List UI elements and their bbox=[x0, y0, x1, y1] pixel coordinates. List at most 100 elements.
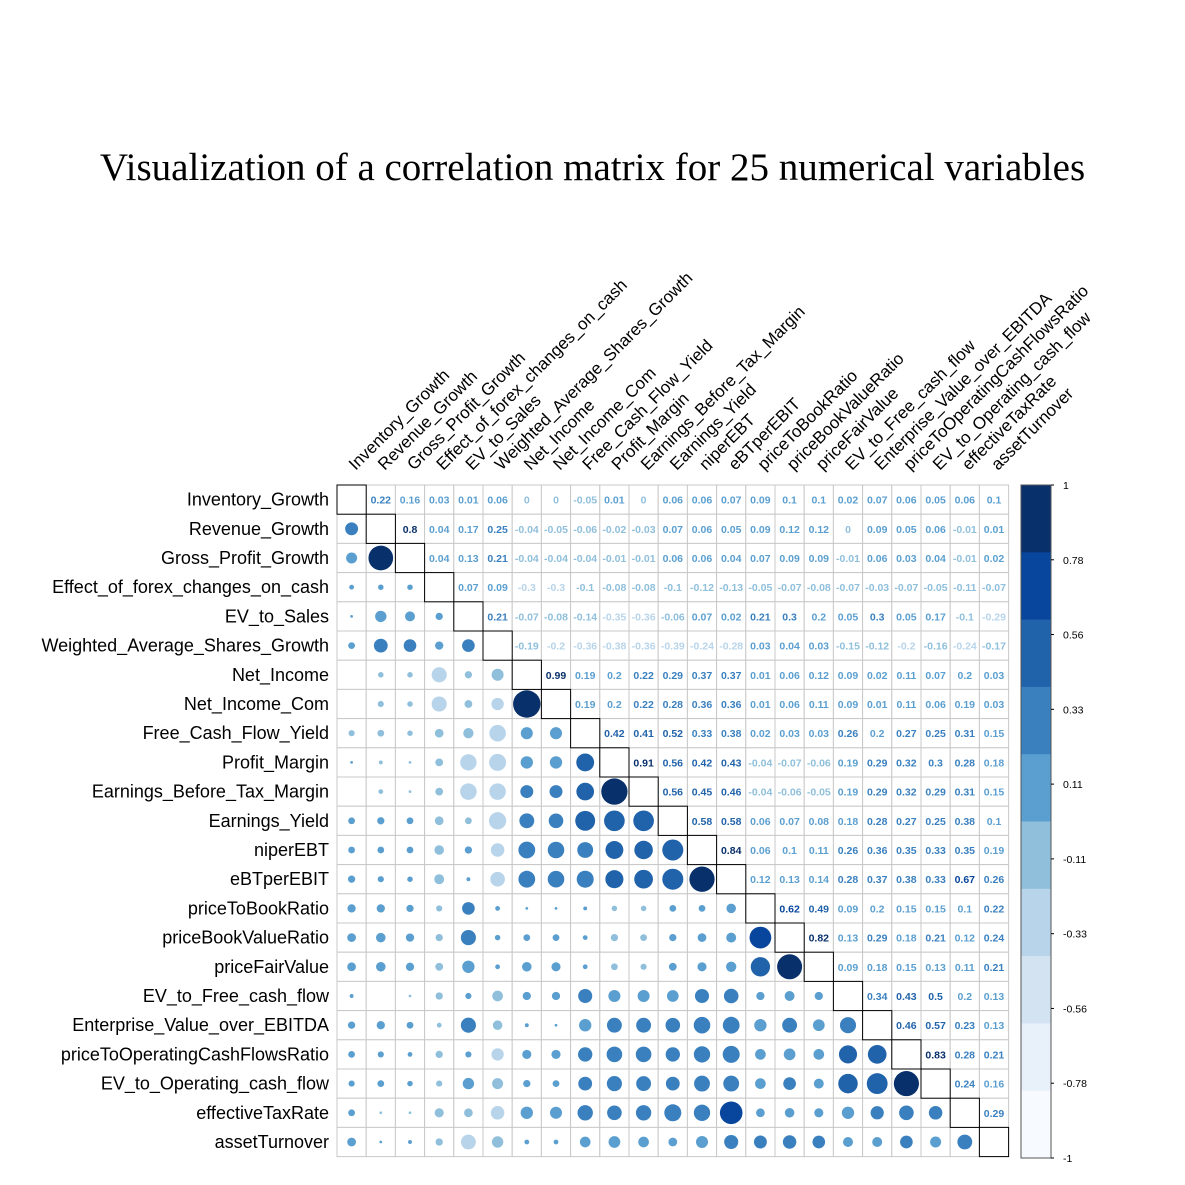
correlation-circle bbox=[348, 642, 355, 649]
grid-cell bbox=[511, 513, 542, 544]
correlation-circle bbox=[376, 932, 386, 943]
correlation-circle bbox=[435, 758, 444, 767]
colorbar-frame bbox=[1020, 484, 1052, 1159]
correlation-circle bbox=[576, 753, 595, 772]
grid-cell bbox=[891, 922, 922, 953]
correlation-circle bbox=[755, 1049, 766, 1060]
colorbar-tick-label: -0.33 bbox=[1063, 929, 1087, 941]
correlation-value: 0.2 bbox=[607, 670, 622, 682]
grid-cell bbox=[891, 864, 922, 895]
correlation-circle bbox=[462, 902, 475, 915]
correlation-circle bbox=[460, 1017, 476, 1033]
row-label: Earnings_Yield bbox=[209, 811, 329, 832]
grid-cell bbox=[803, 601, 834, 632]
correlation-value: -0.36 bbox=[632, 611, 656, 623]
grid-cell bbox=[920, 484, 951, 515]
row-label: Inventory_Growth bbox=[187, 490, 329, 511]
correlation-circle bbox=[436, 1080, 443, 1087]
diagonal-cell bbox=[424, 572, 455, 603]
diagonal-cell bbox=[570, 718, 601, 749]
grid-cell bbox=[774, 484, 805, 515]
correlation-value: 0.3 bbox=[870, 611, 885, 623]
correlation-value: 0.11 bbox=[896, 670, 916, 682]
correlation-value: 0.04 bbox=[925, 553, 946, 565]
correlation-circle bbox=[812, 1135, 826, 1149]
correlation-circle bbox=[928, 1106, 943, 1120]
grid-cell bbox=[832, 572, 864, 603]
correlation-value: -0.11 bbox=[953, 582, 977, 594]
correlation-circle bbox=[634, 869, 653, 889]
diagonal-cell bbox=[511, 659, 542, 690]
diagonal-cell bbox=[891, 1039, 922, 1070]
correlation-value: 0.07 bbox=[750, 553, 771, 565]
correlation-circle bbox=[348, 730, 355, 737]
correlation-value: -0.07 bbox=[894, 582, 918, 594]
diagonal-cell bbox=[365, 513, 396, 544]
correlation-circle bbox=[494, 934, 501, 941]
correlation-value: 0.1 bbox=[782, 495, 797, 507]
correlation-value: 0 bbox=[845, 524, 851, 536]
correlation-circle bbox=[489, 783, 506, 800]
colorbar-tick-label: 0.33 bbox=[1063, 704, 1084, 716]
correlation-value: -0.2 bbox=[547, 641, 565, 653]
grid-cell bbox=[686, 776, 718, 807]
grid-cell bbox=[803, 1097, 834, 1128]
correlation-value: 0.09 bbox=[809, 553, 830, 565]
colorbar-segment bbox=[1021, 686, 1051, 755]
correlation-circle bbox=[518, 870, 536, 888]
grid-cell bbox=[745, 601, 776, 632]
correlation-circle bbox=[347, 1021, 356, 1029]
correlation-circle bbox=[579, 1136, 591, 1148]
correlation-value: 0.06 bbox=[750, 845, 771, 857]
correlation-value: -0.05 bbox=[924, 582, 948, 594]
grid-cell bbox=[716, 805, 747, 836]
grid-cell bbox=[978, 776, 1010, 807]
grid-cell bbox=[949, 718, 980, 749]
correlation-circle bbox=[606, 1076, 622, 1092]
correlation-circle bbox=[578, 1076, 593, 1091]
correlation-value: 0.46 bbox=[896, 1020, 917, 1032]
correlation-value: 0.1 bbox=[987, 816, 1002, 828]
correlation-value: -0.07 bbox=[515, 611, 539, 623]
correlation-circle bbox=[464, 671, 473, 679]
correlation-circle bbox=[577, 1105, 593, 1121]
grid-cell bbox=[949, 659, 980, 690]
correlation-value: 0.01 bbox=[604, 495, 625, 507]
correlation-circle bbox=[577, 842, 594, 858]
grid-cell bbox=[978, 747, 1010, 778]
correlation-circle bbox=[492, 1078, 504, 1090]
correlation-value: 0.25 bbox=[925, 816, 946, 828]
correlation-value: 0.58 bbox=[721, 816, 742, 828]
correlation-circle bbox=[872, 1137, 883, 1147]
correlation-value: 0.13 bbox=[779, 874, 800, 886]
correlation-circle bbox=[347, 875, 356, 883]
correlation-value: 0.06 bbox=[925, 699, 946, 711]
grid-cell bbox=[891, 513, 922, 544]
grid-cell bbox=[628, 659, 659, 690]
correlation-value: 0.21 bbox=[984, 1049, 1005, 1061]
correlation-circle bbox=[348, 1051, 355, 1058]
correlation-circle bbox=[349, 994, 354, 998]
grid-cell bbox=[336, 659, 367, 690]
correlation-value: 0.02 bbox=[838, 495, 859, 507]
grid-cell bbox=[949, 834, 980, 866]
grid-cell bbox=[686, 630, 718, 661]
grid-cell bbox=[832, 484, 864, 515]
grid-cell bbox=[599, 1097, 630, 1128]
colorbar-tick-label: -0.78 bbox=[1063, 1078, 1087, 1090]
correlation-circle bbox=[723, 1075, 740, 1092]
correlation-value: 0.36 bbox=[721, 699, 742, 711]
row-label: EV_to_Free_cash_flow bbox=[143, 986, 330, 1007]
correlation-value: -0.06 bbox=[778, 787, 802, 799]
colorbar-tick-label: 0.11 bbox=[1063, 779, 1083, 791]
grid-cell bbox=[745, 747, 776, 778]
grid-cell bbox=[920, 513, 951, 544]
correlation-value: 0.16 bbox=[400, 495, 421, 507]
correlation-circle bbox=[405, 962, 415, 971]
grid-cell bbox=[862, 776, 893, 807]
colorbar-tick-label: 0.56 bbox=[1063, 630, 1084, 642]
correlation-value: 0.06 bbox=[692, 553, 713, 565]
correlation-circle bbox=[813, 1078, 824, 1089]
correlation-value: 0.2 bbox=[957, 991, 972, 1003]
correlation-circle bbox=[492, 990, 503, 1002]
